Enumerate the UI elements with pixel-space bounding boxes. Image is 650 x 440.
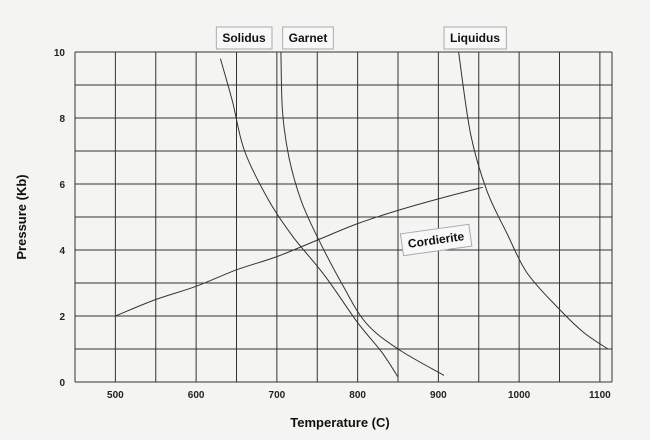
series-line-cordierite bbox=[115, 186, 483, 317]
series-labels: Solidus Garnet Liquidus Cordierite bbox=[215, 26, 507, 257]
x-tick-label: 500 bbox=[107, 390, 124, 401]
series-label-text: Liquidus bbox=[450, 31, 500, 45]
grid bbox=[74, 51, 613, 383]
y-axis-title: Pressure (Kb) bbox=[14, 174, 29, 259]
series-label-box bbox=[282, 26, 334, 50]
tick-labels: 500 600 700 800 900 1000 1100 0 2 4 6 8 10 bbox=[54, 48, 611, 401]
series-line-liquidus bbox=[458, 51, 609, 350]
curves bbox=[115, 51, 609, 378]
series-label-cordierite: Cordierite bbox=[399, 223, 473, 257]
x-tick-label: 1000 bbox=[508, 390, 531, 401]
y-tick-label: 4 bbox=[59, 246, 65, 257]
series-label-solidus: Solidus bbox=[215, 26, 273, 50]
series-label-box bbox=[399, 223, 473, 257]
series-label-text: Garnet bbox=[289, 31, 328, 45]
x-tick-label: 800 bbox=[349, 390, 366, 401]
x-tick-label: 900 bbox=[430, 390, 447, 401]
y-tick-label: 10 bbox=[54, 48, 66, 59]
y-tick-label: 6 bbox=[59, 180, 65, 191]
series-label-box bbox=[443, 26, 507, 50]
series-label-garnet: Garnet bbox=[282, 26, 334, 50]
x-tick-label: 1100 bbox=[589, 390, 611, 401]
y-tick-label: 2 bbox=[59, 312, 65, 323]
y-tick-label: 0 bbox=[59, 378, 65, 389]
x-tick-label: 700 bbox=[269, 390, 286, 401]
x-axis-title: Temperature (C) bbox=[290, 415, 389, 430]
y-tick-label: 8 bbox=[59, 114, 65, 125]
x-tick-label: 600 bbox=[188, 390, 205, 401]
series-label-box bbox=[215, 26, 273, 50]
series-label-liquidus: Liquidus bbox=[443, 26, 507, 50]
series-line-solidus bbox=[219, 58, 399, 378]
series-line-garnet bbox=[280, 51, 445, 376]
series-label-text: Solidus bbox=[222, 31, 266, 45]
